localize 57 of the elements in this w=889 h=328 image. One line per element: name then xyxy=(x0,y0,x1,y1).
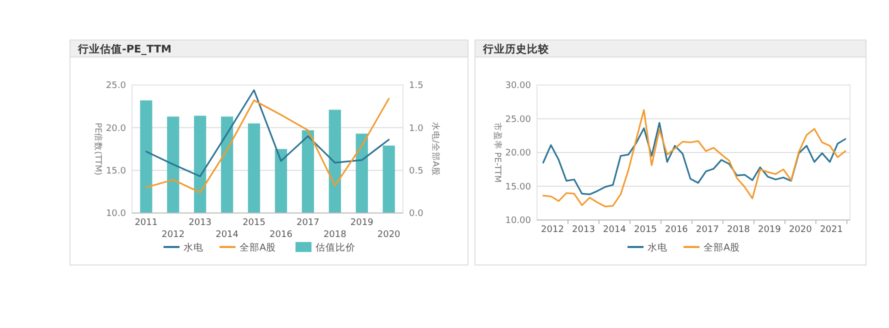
chart-title: 行业历史比较 xyxy=(482,42,550,56)
line-series xyxy=(145,89,390,178)
y2-tick-label: 0.5 xyxy=(409,166,424,176)
x-tick-label: 2014 xyxy=(603,225,626,235)
x-tick-label: 2012 xyxy=(541,225,564,235)
line-series xyxy=(145,98,390,194)
y2-tick-label: 1.0 xyxy=(409,124,424,134)
y-tick-label: 25.00 xyxy=(505,114,532,125)
bar xyxy=(248,123,260,213)
line-series xyxy=(542,122,846,196)
x-tick-label: 2018 xyxy=(323,230,347,240)
chart-title: 行业估值-PE_TTM xyxy=(77,42,172,56)
y-tick-label: 10.00 xyxy=(505,216,532,226)
bar xyxy=(328,110,341,213)
y-tick-label: 20.00 xyxy=(505,148,532,159)
y-axis-title: PE倍数(TTM) xyxy=(92,122,104,176)
bar xyxy=(302,130,314,213)
legend-label: 水电 xyxy=(184,241,204,254)
legend-label: 全部A股 xyxy=(704,241,740,254)
x-tick-label: 2015 xyxy=(242,218,266,228)
y-tick-label: 30.00 xyxy=(505,81,532,92)
bar xyxy=(167,116,180,213)
bar xyxy=(220,116,234,213)
bar xyxy=(140,100,152,213)
bar xyxy=(194,116,206,213)
x-tick-label: 2011 xyxy=(134,218,158,228)
x-tick-label: 2013 xyxy=(572,225,595,235)
x-tick-label: 2019 xyxy=(350,218,374,228)
x-tick-label: 2012 xyxy=(162,230,185,240)
y-tick-label: 25.0 xyxy=(106,81,126,92)
y2-tick-label: 0.0 xyxy=(409,209,424,220)
bar xyxy=(274,149,288,213)
x-tick-label: 2016 xyxy=(270,230,293,240)
y-tick-label: 20.0 xyxy=(106,124,126,134)
y-tick-label: 15.00 xyxy=(505,182,532,192)
x-tick-label: 2017 xyxy=(296,218,320,228)
y2-axis-title: 水电/全部A股 xyxy=(430,122,441,176)
legend-label: 全部A股 xyxy=(240,241,276,254)
x-tick-label: 2016 xyxy=(665,225,688,235)
legend-label: 估值比价 xyxy=(316,241,356,254)
bar xyxy=(382,146,395,213)
x-tick-label: 2019 xyxy=(758,225,782,235)
y-tick-label: 10.0 xyxy=(106,209,126,220)
x-tick-label: 2017 xyxy=(696,225,719,235)
x-tick-label: 2021 xyxy=(820,225,843,235)
x-tick-label: 2013 xyxy=(188,218,212,228)
x-tick-label: 2020 xyxy=(377,230,401,240)
line-series xyxy=(542,109,846,208)
bar xyxy=(356,134,368,213)
legend-label: 水电 xyxy=(648,241,668,254)
x-tick-label: 2014 xyxy=(216,230,239,240)
x-tick-label: 2018 xyxy=(726,225,750,235)
y2-tick-label: 1.5 xyxy=(409,81,424,92)
y-tick-label: 15.0 xyxy=(106,166,126,176)
x-tick-label: 2020 xyxy=(788,225,812,235)
y-axis-title: 市盈率 PE-TTM xyxy=(492,122,503,183)
x-tick-label: 2015 xyxy=(634,225,657,235)
